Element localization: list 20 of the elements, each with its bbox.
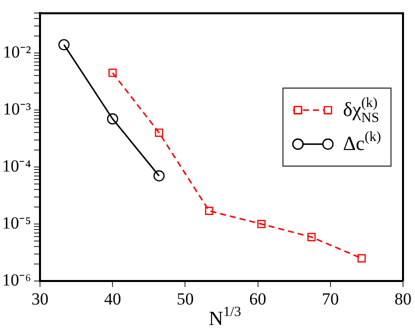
point bbox=[307, 232, 316, 242]
x-tick-label: 50 bbox=[176, 290, 194, 309]
y-tick-label: 10⁻⁴ bbox=[2, 156, 32, 176]
y-tick-label: 10⁻³ bbox=[2, 99, 31, 118]
point bbox=[108, 68, 117, 77]
x-tick-label: 80 bbox=[394, 290, 412, 309]
x-tick-label: 30 bbox=[32, 290, 48, 309]
point bbox=[153, 170, 165, 182]
point bbox=[107, 113, 118, 124]
x-tick-label: 70 bbox=[322, 290, 339, 309]
point bbox=[257, 220, 266, 228]
point bbox=[205, 206, 214, 216]
x-tick-label: 40 bbox=[104, 290, 122, 309]
y-tick-label: 10⁻² bbox=[2, 42, 31, 62]
y-tick-label: 10⁻⁶ bbox=[2, 270, 32, 290]
point bbox=[154, 128, 164, 137]
x-tick-label: 60 bbox=[249, 290, 266, 309]
point bbox=[357, 254, 366, 262]
y-tick-label: 10⁻⁵ bbox=[2, 213, 32, 232]
point bbox=[58, 39, 70, 50]
